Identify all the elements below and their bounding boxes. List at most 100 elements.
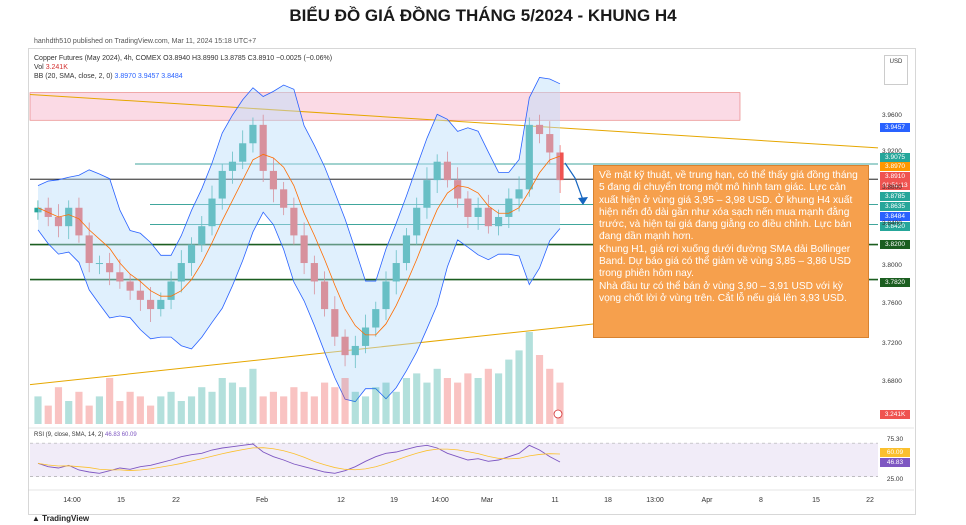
candle-body (54, 216, 63, 227)
legend-symbol-row: Copper Futures (May 2024), 4h, COMEX O3.… (34, 55, 332, 62)
currency-button[interactable]: USD (884, 55, 908, 85)
volume-bar (382, 382, 390, 424)
candle-body (136, 290, 144, 300)
rsi-label[interactable]: RSI (9, close, SMA, 14, 2) (34, 432, 104, 438)
bollinger-fill (38, 77, 560, 402)
candle-body (454, 180, 462, 199)
candle-body (372, 309, 380, 328)
volume-bar (167, 391, 175, 424)
candle-body (126, 281, 134, 291)
note-paragraph-1: Về mặt kỹ thuật, về trung hạn, có thể th… (599, 170, 858, 243)
candle-body (413, 207, 421, 236)
price-tag-level: 3.8635 (880, 202, 910, 211)
volume-bar (187, 396, 196, 424)
volume-bar (331, 387, 339, 424)
candle-body (259, 124, 267, 171)
projection-arrow (564, 162, 584, 201)
volume-bar (413, 373, 421, 424)
price-axis-label: 3.9600 (882, 112, 902, 119)
volume-bar (464, 373, 472, 424)
candle-body (75, 207, 83, 236)
volume-bar (515, 350, 523, 424)
volume-bar (443, 378, 451, 424)
price-axis-label: 3.9200 (882, 148, 902, 155)
volume-bar (433, 368, 441, 424)
volume-bar (341, 378, 349, 424)
candle-body (208, 198, 216, 227)
candle-body (300, 235, 308, 264)
legend-bb-label[interactable]: BB (20, SMA, close, 2, 0) (34, 73, 113, 80)
candle-body (65, 207, 73, 227)
time-axis-label: 22 (172, 497, 180, 504)
time-axis-label: 14:00 (63, 497, 81, 504)
upper-trendline (29, 93, 879, 149)
volume-bar (208, 391, 216, 424)
volume-bar (157, 396, 165, 424)
volume-bar (474, 378, 482, 424)
rsi-band (30, 443, 878, 477)
chart-title: BIỂU ĐỒ GIÁ ĐỒNG THÁNG 5/2024 - KHUNG H4 (289, 6, 677, 25)
volume-bar (484, 368, 492, 424)
price-axis-label: 3.8400 (882, 220, 902, 227)
candle-body (505, 198, 513, 217)
rsi-line (37, 443, 561, 474)
candle-body (382, 281, 390, 310)
time-axis-label: 15 (812, 497, 820, 504)
price-tag-countdown: 01:51:13 (880, 181, 910, 190)
volume-bar (351, 391, 359, 424)
publisher-line: hanhdth510 published on TradingView.com,… (34, 38, 257, 45)
time-axis-label: 15 (117, 497, 125, 504)
candle-body (280, 189, 288, 208)
time-axis-label: 12 (337, 497, 345, 504)
projection-arrowhead (578, 197, 588, 205)
time-axis-label: 11 (551, 497, 559, 504)
price-tag-support: 3.8200 (880, 240, 910, 249)
time-axis-label: 18 (604, 497, 612, 504)
volume-bar (525, 332, 533, 424)
analysis-note: Về mặt kỹ thuật, về trung hạn, có thể th… (593, 165, 869, 338)
volume-bar (116, 401, 124, 424)
bollinger-basis-sma (37, 153, 561, 336)
legend-vol-label[interactable]: Vol (34, 64, 44, 71)
volume-bar (218, 378, 226, 424)
note-paragraph-3: Nhà đầu tư có thể bán ở vùng 3,90 – 3,91… (599, 280, 847, 304)
volume-bar (85, 405, 93, 424)
rsi-axis-label: 25.00 (886, 476, 904, 483)
price-tag-bb-basis: 3.8970 (880, 162, 910, 171)
watermark-text: TradingView (42, 514, 90, 523)
volume-bar (454, 382, 462, 424)
volume-bar (556, 382, 564, 424)
volume-bar (34, 396, 42, 424)
volume-tag: 3.241K (880, 410, 910, 419)
time-axis-label: 22 (866, 497, 874, 504)
rsi-sma-line (37, 447, 561, 471)
candle-body (351, 345, 359, 356)
currency-label: USD (889, 59, 903, 65)
candle-body (157, 299, 165, 310)
candle-body (474, 207, 482, 217)
bollinger-upper (37, 77, 561, 282)
legend-ohlc: O3.8940 H3.8990 L3.8785 C3.8910 −0.0025 … (163, 55, 333, 62)
candle-body (310, 263, 318, 282)
candle-body (85, 235, 93, 264)
candle-body (95, 263, 103, 265)
legend-bb-values: 3.8970 3.9457 3.8484 (114, 73, 183, 80)
candle-body (525, 124, 533, 190)
time-axis-label: 13:00 (646, 497, 664, 504)
legend-symbol[interactable]: Copper Futures (May 2024), 4h, COMEX (34, 55, 162, 62)
candle-body (341, 336, 349, 356)
time-axis-label: 19 (390, 497, 398, 504)
candle-body (546, 134, 554, 153)
candle-body (535, 124, 544, 135)
price-tag-level: 3.8785 (880, 192, 910, 201)
note-paragraph-2: Khung H1, giá rơi xuống dưới đường SMA d… (599, 243, 852, 280)
volume-bar (321, 382, 329, 424)
volume-bar (75, 391, 83, 424)
volume-bar (495, 373, 503, 424)
candle-body (116, 272, 124, 282)
volume-bar (372, 387, 380, 424)
rsi-values: 46.83 60.09 (105, 432, 137, 438)
price-axis-label: 3.7600 (882, 300, 902, 307)
candle-body (361, 327, 370, 346)
